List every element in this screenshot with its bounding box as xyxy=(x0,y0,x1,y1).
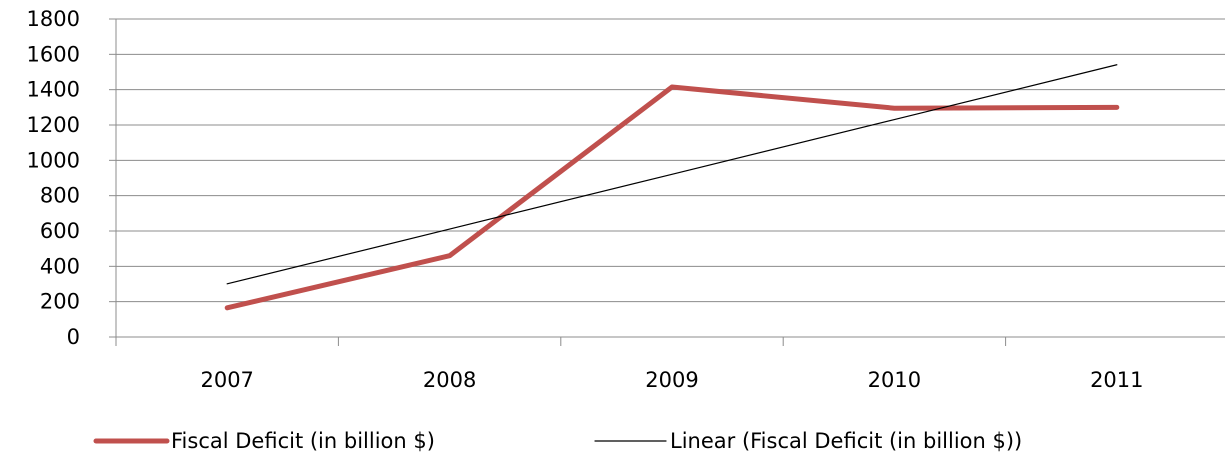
x-tick-label-2010: 2010 xyxy=(868,368,921,392)
x-tick-label-2011: 2011 xyxy=(1090,368,1143,392)
legend-label-trendline: Linear (Fiscal Deficit (in billion $)) xyxy=(670,429,1022,453)
y-tick-label-1200: 1200 xyxy=(27,113,80,137)
y-tick-label-0: 0 xyxy=(67,325,80,349)
x-tick-label-2009: 2009 xyxy=(645,368,698,392)
x-tick-label-2007: 2007 xyxy=(200,368,253,392)
legend-label-fiscal-deficit: Fiscal Deficit (in billion $) xyxy=(171,429,435,453)
fiscal-deficit-series-line xyxy=(224,84,1120,311)
legend: Fiscal Deficit (in billion $) Linear (Fis… xyxy=(93,429,1022,453)
series xyxy=(224,64,1120,311)
y-tick-label-1000: 1000 xyxy=(27,148,80,172)
y-tick-label-800: 800 xyxy=(40,184,80,208)
y-tick-label-1400: 1400 xyxy=(27,78,80,102)
trendline-series-line xyxy=(226,64,1118,285)
axes: 0 200 400 600 800 1000 1200 1400 1600 1800 2007 200… xyxy=(27,7,1225,392)
x-tick-label-2008: 2008 xyxy=(423,368,476,392)
y-tick-label-1800: 1800 xyxy=(27,7,80,31)
y-tick-label-600: 600 xyxy=(40,219,80,243)
y-tick-label-200: 200 xyxy=(40,290,80,314)
gridlines xyxy=(116,18,1225,303)
y-tick-label-400: 400 xyxy=(40,254,80,278)
y-tick-label-1600: 1600 xyxy=(27,42,80,66)
